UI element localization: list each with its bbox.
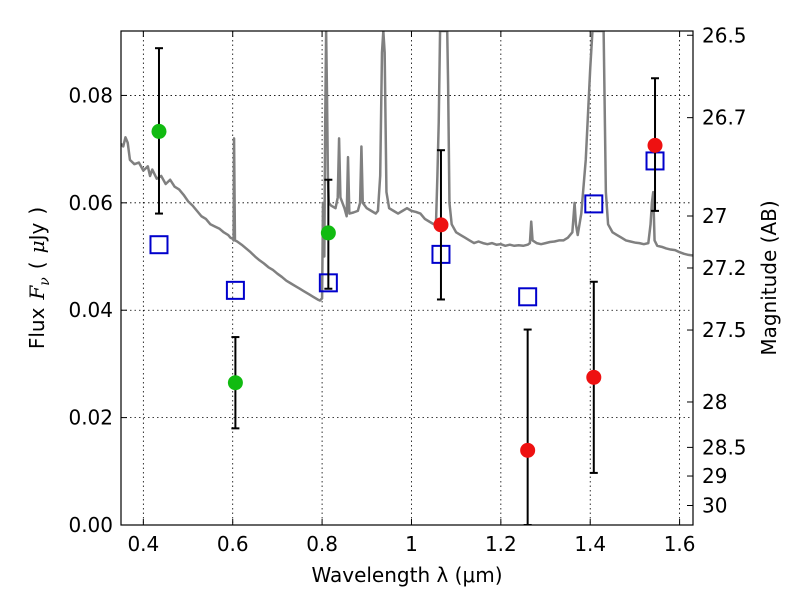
- observed-flux-point: [151, 123, 167, 139]
- x-tick-label: 0.4: [127, 532, 159, 556]
- grid-lines: [121, 31, 693, 526]
- y2-tick-label: 29: [702, 464, 727, 488]
- y-tick-label: 0.00: [68, 513, 113, 537]
- y-axis-title-close-paren: ): [25, 207, 49, 215]
- x-tick-label: 1.6: [664, 532, 696, 556]
- y-axis-title-symbol: F: [25, 285, 49, 301]
- plot-frame: [120, 30, 694, 526]
- y-axis-title-subscript: ν: [37, 277, 53, 286]
- y-axis-title-unit-prefix: μ: [25, 240, 49, 253]
- y2-tick-label: 27: [702, 204, 727, 228]
- y-axis-title-unit: Jy: [25, 222, 49, 242]
- plot-area: [121, 31, 693, 525]
- right-axis-title: Magnitude (AB): [757, 200, 781, 355]
- y-tick-label: 0.08: [68, 83, 113, 107]
- x-tick-label: 1.2: [485, 532, 517, 556]
- observed-flux-point: [227, 375, 243, 391]
- x-axis-title: Wavelength λ (μm): [311, 563, 502, 587]
- y2-tick-label: 28: [702, 390, 727, 414]
- observed-flux-point: [520, 442, 536, 458]
- y-tick-label: 0.04: [68, 298, 113, 322]
- y-tick-label: 0.02: [68, 406, 113, 430]
- axes: 0.4 0.6 0.8 1 1.2 1.4 1.6 0.00 0.02 0.04 0.06 0.08 2…: [68, 23, 746, 556]
- y-axis-title-prefix: Flux: [25, 307, 49, 349]
- model-flux-square: [584, 194, 604, 214]
- observed-flux-point: [320, 225, 336, 241]
- model-flux-square: [225, 280, 245, 300]
- observed-flux-point: [433, 217, 449, 233]
- y2-tick-label: 27.2: [702, 256, 747, 280]
- sed-model-line: [121, 31, 693, 302]
- observed-flux-point: [647, 137, 663, 153]
- y2-tick-label: 26.5: [702, 23, 747, 47]
- x-tick-label: 0.6: [217, 532, 249, 556]
- model-flux-square: [149, 235, 169, 255]
- model-flux-square: [518, 287, 538, 307]
- y2-tick-label: 26.7: [702, 106, 747, 130]
- y-tick-label: 0.06: [68, 191, 113, 215]
- observed-flux-point: [586, 369, 602, 385]
- y2-tick-label: 27.5: [702, 318, 747, 342]
- y2-tick-label: 30: [702, 494, 727, 518]
- y-axis-title-open-paren: (: [25, 261, 49, 269]
- x-tick-label: 0.8: [306, 532, 338, 556]
- y2-tick-label: 28.5: [702, 435, 747, 459]
- x-tick-label: 1: [405, 532, 418, 556]
- x-tick-label: 1.4: [574, 532, 606, 556]
- y-axis-title: Flux Fν ( μJy): [25, 207, 53, 349]
